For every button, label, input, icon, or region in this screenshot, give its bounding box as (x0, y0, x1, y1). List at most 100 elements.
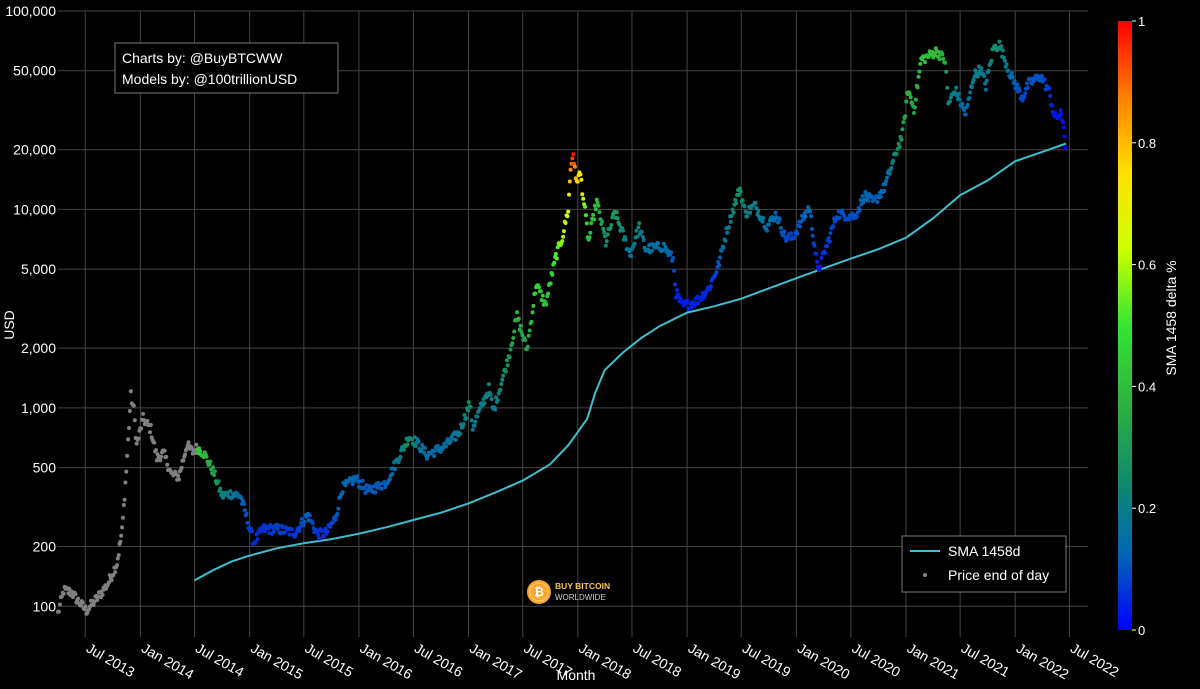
watermark-line-2: WORLDWIDE (555, 593, 606, 602)
price-point (262, 529, 267, 533)
price-point (109, 578, 114, 583)
price-point (371, 484, 376, 489)
price-point (580, 192, 585, 197)
price-point (897, 144, 902, 149)
price-point (792, 235, 797, 240)
price-point (393, 467, 397, 472)
price-point (106, 580, 111, 585)
price-point (1004, 62, 1009, 67)
price-point (279, 530, 284, 535)
price-point (685, 298, 690, 303)
price-point (602, 230, 607, 235)
price-point (1042, 77, 1047, 82)
price-point (212, 469, 217, 474)
price-point (527, 328, 532, 333)
price-point (727, 225, 731, 230)
price-point (212, 473, 216, 477)
price-point (554, 256, 559, 261)
y-tick-label: 100,000 (5, 3, 56, 19)
price-point (387, 477, 392, 482)
price-point (355, 474, 360, 479)
price-point (512, 329, 517, 334)
price-point (896, 141, 901, 146)
price-point (1009, 71, 1014, 75)
price-point (592, 203, 597, 208)
price-point (552, 260, 557, 265)
price-point (405, 442, 410, 447)
price-point (583, 204, 587, 209)
price-point (121, 503, 126, 507)
price-point (530, 310, 535, 315)
price-points-layer (56, 39, 1068, 616)
price-point (583, 213, 588, 218)
price-point (707, 287, 712, 292)
price-point (567, 179, 572, 184)
price-point (254, 532, 259, 537)
price-point (154, 448, 158, 453)
price-point (244, 511, 249, 516)
price-point (581, 196, 586, 201)
legend-price-label: Price end of day (948, 567, 1049, 583)
price-point (537, 285, 541, 290)
credits-box: Charts by: @BuyBTCWW Models by: @100tril… (114, 42, 339, 94)
price-point (228, 489, 233, 494)
colorbar-tick-label: 0.4 (1138, 379, 1156, 394)
price-point (916, 74, 921, 79)
price-point (350, 482, 355, 487)
price-point (818, 264, 823, 269)
price-point (242, 508, 247, 513)
price-point (176, 473, 180, 478)
price-point (696, 301, 701, 306)
price-point (360, 478, 365, 483)
price-point (498, 387, 503, 392)
price-point (795, 231, 800, 236)
price-point (632, 241, 637, 246)
y-tick-label: 1,000 (21, 400, 56, 416)
price-point (343, 483, 348, 488)
price-point (253, 540, 258, 545)
price-point (145, 419, 150, 423)
price-point (493, 407, 498, 412)
y-tick-label: 20,000 (13, 142, 56, 158)
price-point (416, 439, 421, 444)
price-point (945, 85, 950, 90)
price-point (808, 209, 813, 214)
price-point (609, 223, 614, 227)
price-point (595, 200, 600, 205)
price-point (475, 414, 480, 419)
price-point (505, 363, 510, 368)
price-point (729, 214, 734, 218)
price-point (56, 609, 61, 614)
price-point (444, 444, 448, 449)
price-point (1049, 103, 1054, 108)
price-point (907, 92, 912, 96)
price-point (575, 179, 580, 184)
price-point (561, 229, 566, 234)
price-point (501, 373, 506, 378)
price-point (968, 90, 973, 95)
price-point (379, 486, 384, 491)
legend-sma-label: SMA 1458d (948, 543, 1020, 559)
price-point (1012, 79, 1017, 83)
price-point (321, 534, 326, 539)
price-point (330, 520, 335, 524)
price-point (1001, 48, 1005, 53)
price-point (903, 114, 908, 119)
price-point (827, 239, 832, 244)
price-point (948, 99, 952, 104)
price-point (833, 219, 837, 224)
price-point (887, 171, 892, 176)
price-point (982, 74, 987, 79)
sma-1458d-line (194, 142, 1067, 582)
price-point (132, 418, 137, 423)
price-point (983, 81, 987, 86)
price-point (377, 482, 381, 487)
price-point (962, 107, 967, 112)
price-point (913, 97, 918, 102)
credits-box-border (114, 42, 339, 94)
price-point (275, 527, 280, 531)
price-point (781, 233, 786, 237)
price-point (124, 469, 129, 474)
